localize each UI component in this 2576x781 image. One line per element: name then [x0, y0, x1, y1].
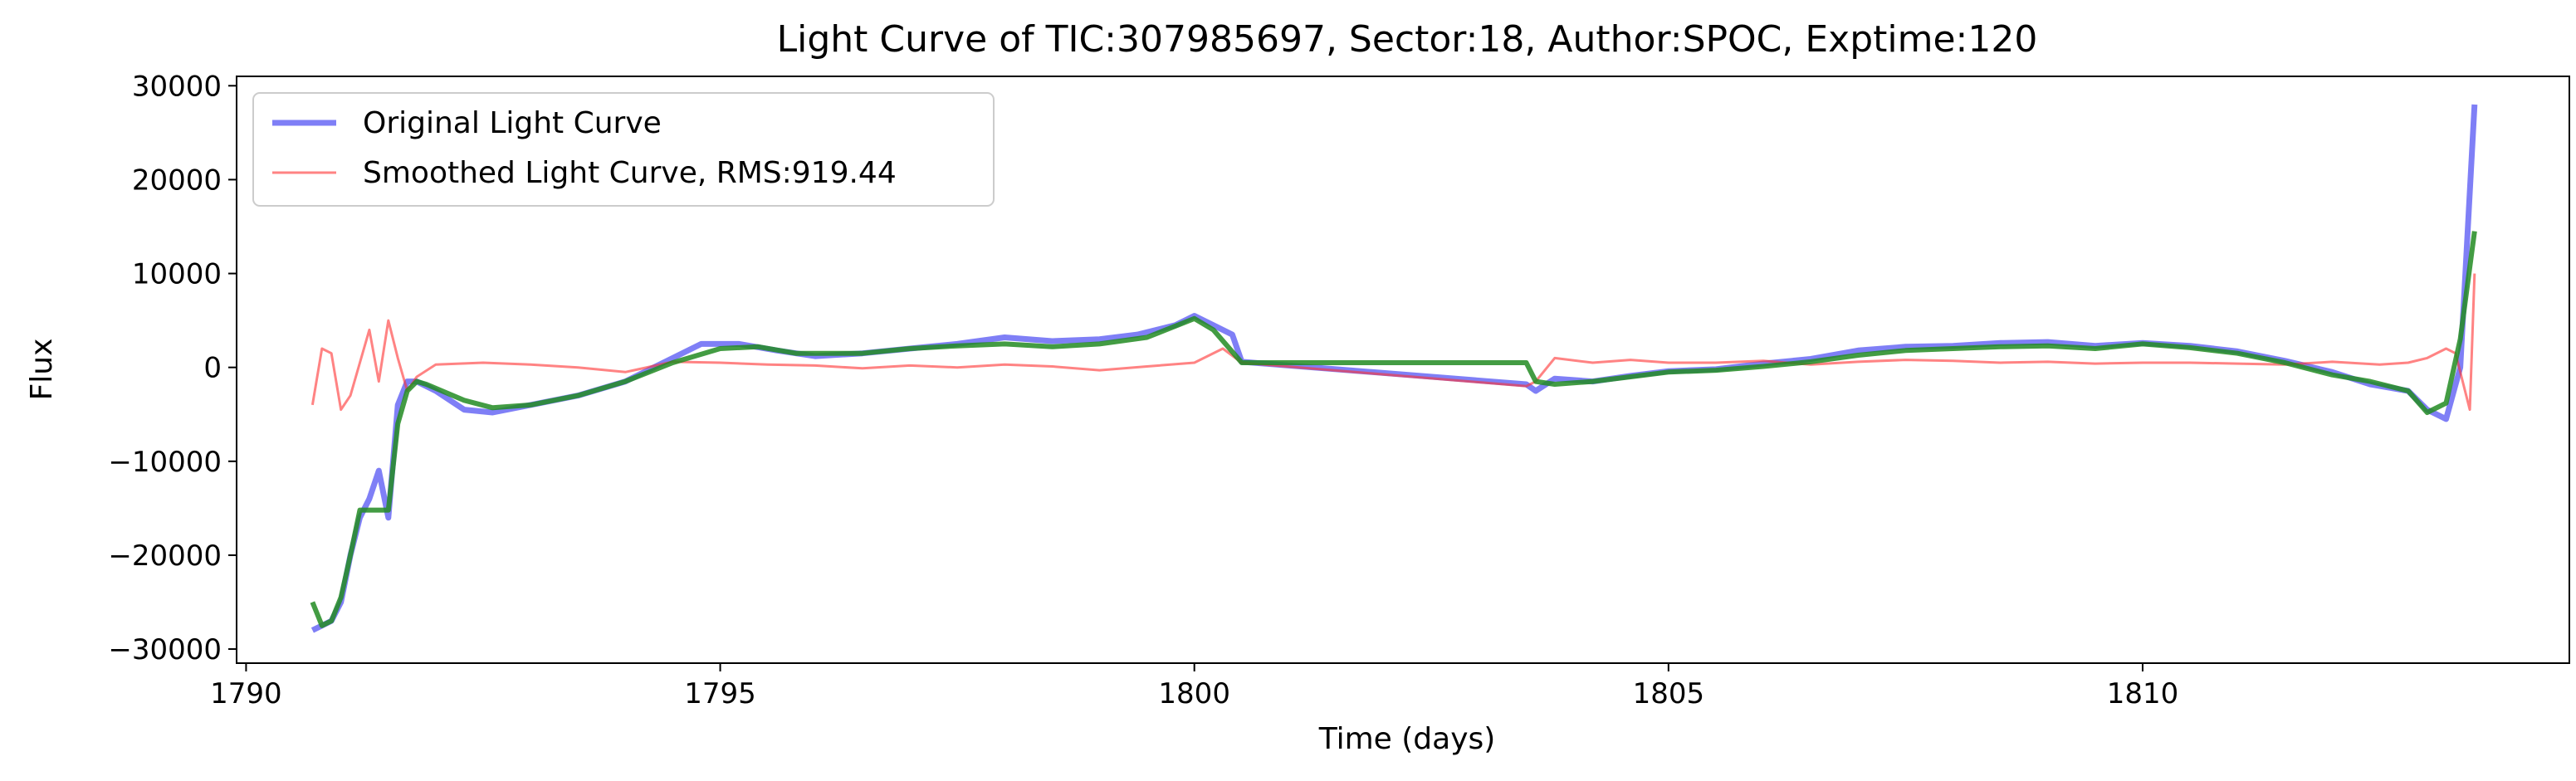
x-axis-ticks: 1790 1795 1800 1805 1810 — [210, 663, 2178, 710]
series-line-smoothed — [310, 273, 2476, 412]
chart-title: Light Curve of TIC:307985697, Sector:18,… — [777, 18, 2038, 61]
legend-box — [252, 92, 995, 207]
legend-label-smoothed: Smoothed Light Curve, RMS:919.44 — [363, 156, 897, 190]
x-tick-label: 1795 — [684, 677, 756, 710]
y-tick-label: −30000 — [108, 633, 222, 666]
x-tick-label: 1790 — [210, 677, 282, 710]
legend: Original Light Curve Smoothed Light Curv… — [252, 92, 995, 207]
x-tick-label: 1805 — [1633, 677, 1705, 710]
y-axis-label: Flux — [25, 339, 59, 401]
x-tick-label: 1810 — [2107, 677, 2179, 710]
y-axis-ticks: −30000 −20000 −10000 0 10000 20000 30000 — [108, 70, 237, 666]
y-tick-label: 20000 — [132, 164, 222, 197]
legend-label-original: Original Light Curve — [363, 106, 662, 140]
plot-frame — [236, 76, 2570, 664]
series-layer — [310, 104, 2478, 633]
y-tick-label: −20000 — [108, 539, 222, 573]
y-tick-label: 30000 — [132, 70, 222, 103]
y-tick-label: 10000 — [132, 258, 222, 291]
y-tick-label: −10000 — [108, 446, 222, 479]
x-tick-label: 1800 — [1158, 677, 1230, 710]
x-axis-label: Time (days) — [1318, 722, 1496, 756]
series-line-trend — [310, 231, 2477, 628]
y-tick-label: 0 — [203, 352, 222, 385]
